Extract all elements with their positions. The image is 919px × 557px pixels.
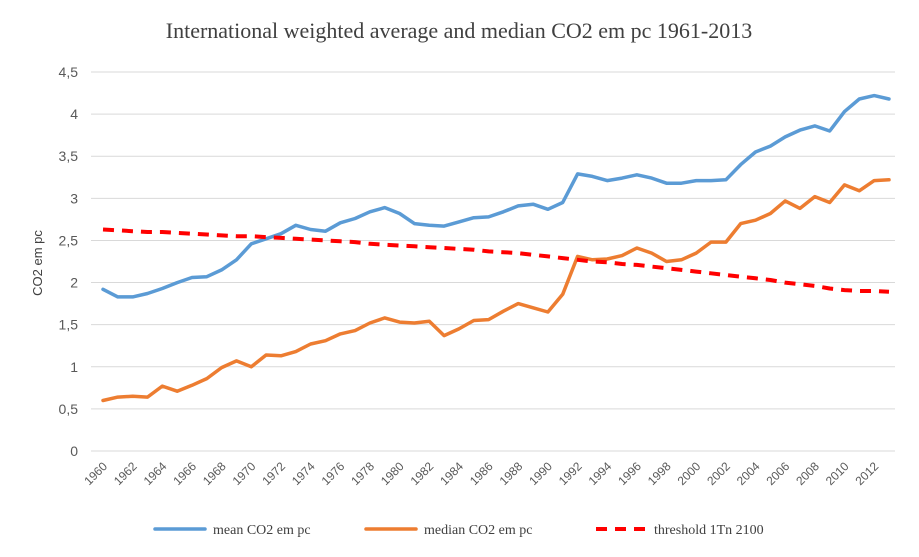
series-lines <box>101 93 891 403</box>
y-tick-label: 2,5 <box>59 232 79 248</box>
y-tick-label: 0 <box>70 443 78 459</box>
y-tick-label: 4,5 <box>59 64 79 80</box>
chart-title: International weighted average and media… <box>166 18 752 43</box>
legend-label-1: mean CO2 em pc <box>213 523 311 538</box>
y-tick-label: 2 <box>70 275 78 291</box>
legend-label-3: threshold 1Tn 2100 <box>654 523 764 538</box>
y-axis-ticks: 0 0,5 1 1,5 2 2,5 3 3,5 4 4,5 <box>59 64 79 459</box>
y-tick-label: 3 <box>70 190 78 206</box>
y-tick-label: 1 <box>70 359 78 375</box>
series-line-2 <box>101 178 891 403</box>
y-axis-label: CO2 em pc <box>30 230 45 296</box>
y-tick-label: 4 <box>70 106 78 122</box>
legend: mean CO2 em pc median CO2 em pc threshold … <box>153 523 764 538</box>
series-line-1 <box>101 93 891 299</box>
y-tick-label: 0,5 <box>59 401 79 417</box>
y-tick-label: 1,5 <box>59 317 79 333</box>
legend-label-2: median CO2 em pc <box>424 523 532 538</box>
y-tick-label: 3,5 <box>59 148 79 164</box>
